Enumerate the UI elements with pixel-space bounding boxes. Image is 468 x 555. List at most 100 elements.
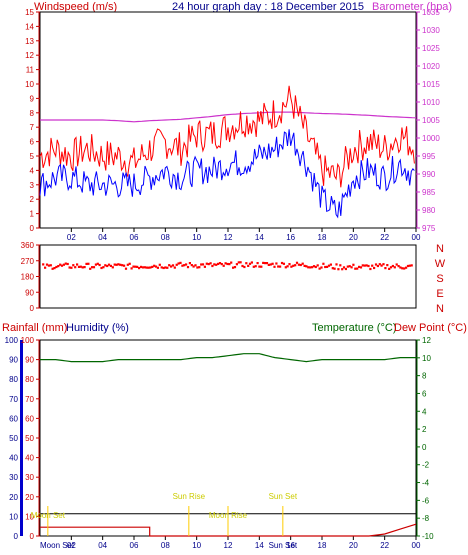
direction-point bbox=[100, 266, 103, 270]
barometer-tick-label: 985 bbox=[422, 188, 436, 197]
x-tick-label: 06 bbox=[130, 541, 139, 550]
direction-point bbox=[106, 264, 109, 268]
direction-point bbox=[164, 266, 167, 269]
direction-point bbox=[341, 268, 344, 271]
rainfall-tick-label: 20 bbox=[25, 493, 34, 502]
direction-point bbox=[91, 266, 94, 269]
rainfall-tick-label: 50 bbox=[25, 434, 34, 443]
direction-point bbox=[70, 266, 73, 269]
direction-point bbox=[186, 266, 190, 269]
direction-point bbox=[275, 262, 278, 265]
direction-point bbox=[408, 264, 411, 267]
direction-point bbox=[264, 262, 267, 265]
dewpoint-axis-title: Dew Point (°C) bbox=[394, 322, 467, 334]
direction-point bbox=[76, 263, 79, 266]
direction-point bbox=[262, 261, 265, 264]
barometer-tick-label: 1030 bbox=[422, 26, 440, 35]
direction-point bbox=[55, 265, 58, 269]
humidity-tick-label: 70 bbox=[9, 395, 18, 404]
x-tick-label: 18 bbox=[318, 541, 327, 550]
barometer-tick-label: 1005 bbox=[422, 116, 440, 125]
windspeed-tick-label: 12 bbox=[25, 51, 34, 60]
direction-point bbox=[45, 263, 49, 266]
direction-point bbox=[42, 263, 45, 266]
barometer-tick-label: 1025 bbox=[422, 44, 440, 53]
direction-point bbox=[256, 262, 259, 265]
direction-point bbox=[77, 265, 81, 268]
x-tick-label: 20 bbox=[349, 541, 358, 550]
x-tick-label: 16 bbox=[286, 233, 295, 242]
windspeed-tick-label: 5 bbox=[30, 152, 35, 161]
direction-point bbox=[104, 264, 107, 267]
direction-point bbox=[198, 266, 201, 269]
barometer-tick-label: 1000 bbox=[422, 134, 440, 143]
direction-point bbox=[358, 265, 361, 268]
direction-point bbox=[288, 263, 291, 266]
windspeed-tick-label: 3 bbox=[30, 181, 35, 190]
sunmoon-marker-label: Moon Set bbox=[31, 511, 66, 520]
x-tick-label: 10 bbox=[192, 541, 201, 550]
direction-point bbox=[154, 265, 158, 268]
windspeed-tick-label: 4 bbox=[30, 166, 35, 175]
windspeed-tick-label: 6 bbox=[30, 138, 35, 147]
rainfall-tick-label: 100 bbox=[21, 336, 35, 345]
windspeed-tick-label: 11 bbox=[26, 66, 35, 75]
rainfall-tick-label: 30 bbox=[25, 473, 34, 482]
direction-point bbox=[277, 265, 280, 268]
windspeed-axis-title: Windspeed (m/s) bbox=[34, 1, 117, 13]
direction-point bbox=[166, 266, 169, 269]
wind-gust-line bbox=[39, 85, 415, 188]
x-tick-label: 12 bbox=[224, 541, 233, 550]
x-tick-label: 06 bbox=[130, 233, 139, 242]
direction-point bbox=[260, 265, 263, 268]
humidity-axis-bar bbox=[20, 340, 23, 536]
graph-title: 24 hour graph day : 18 December 2015 bbox=[172, 1, 364, 13]
direction-point bbox=[311, 266, 314, 269]
sun-set-bottom-label: Sun Set bbox=[269, 541, 298, 550]
barometer-tick-label: 990 bbox=[422, 170, 436, 179]
direction-point bbox=[233, 266, 237, 269]
temperature-tick-label: 8 bbox=[422, 372, 427, 381]
direction-point bbox=[179, 261, 182, 264]
moon-set-bottom-label: Moon Set bbox=[40, 541, 75, 550]
direction-point bbox=[344, 267, 347, 271]
direction-point bbox=[207, 263, 210, 266]
sunmoon-marker-label: Sun Rise bbox=[173, 492, 206, 501]
windspeed-tick-label: 10 bbox=[25, 80, 34, 89]
direction-point bbox=[47, 264, 50, 267]
x-tick-label: 00 bbox=[412, 541, 421, 550]
windspeed-tick-label: 9 bbox=[30, 94, 35, 103]
direction-point bbox=[218, 262, 222, 265]
direction-point bbox=[388, 267, 391, 270]
direction-point bbox=[279, 265, 282, 268]
direction-point bbox=[335, 263, 338, 266]
x-tick-label: 16 bbox=[286, 541, 295, 550]
direction-point bbox=[123, 264, 126, 267]
direction-point bbox=[60, 264, 64, 267]
rainfall-tick-label: 80 bbox=[25, 375, 34, 384]
direction-point bbox=[109, 264, 112, 267]
direction-point bbox=[397, 265, 400, 268]
direction-point bbox=[314, 265, 317, 269]
x-tick-label: 22 bbox=[380, 541, 389, 550]
direction-point bbox=[57, 265, 60, 268]
barometer-tick-label: 1035 bbox=[422, 8, 440, 17]
direction-point bbox=[399, 266, 402, 269]
x-tick-label: 04 bbox=[98, 541, 107, 550]
direction-point bbox=[290, 265, 293, 268]
direction-point bbox=[200, 263, 203, 266]
direction-point bbox=[359, 266, 363, 269]
direction-point bbox=[115, 263, 118, 266]
direction-point bbox=[49, 264, 52, 267]
direction-point bbox=[51, 267, 54, 270]
humidity-tick-label: 0 bbox=[14, 532, 19, 541]
barometer-tick-label: 1020 bbox=[422, 62, 440, 71]
direction-point bbox=[72, 264, 75, 267]
direction-point bbox=[107, 263, 111, 266]
direction-point bbox=[292, 264, 295, 267]
direction-point bbox=[149, 266, 152, 269]
direction-point bbox=[205, 262, 208, 265]
windspeed-tick-label: 13 bbox=[25, 37, 34, 46]
direction-point bbox=[151, 265, 154, 268]
windspeed-tick-label: 8 bbox=[30, 109, 35, 118]
